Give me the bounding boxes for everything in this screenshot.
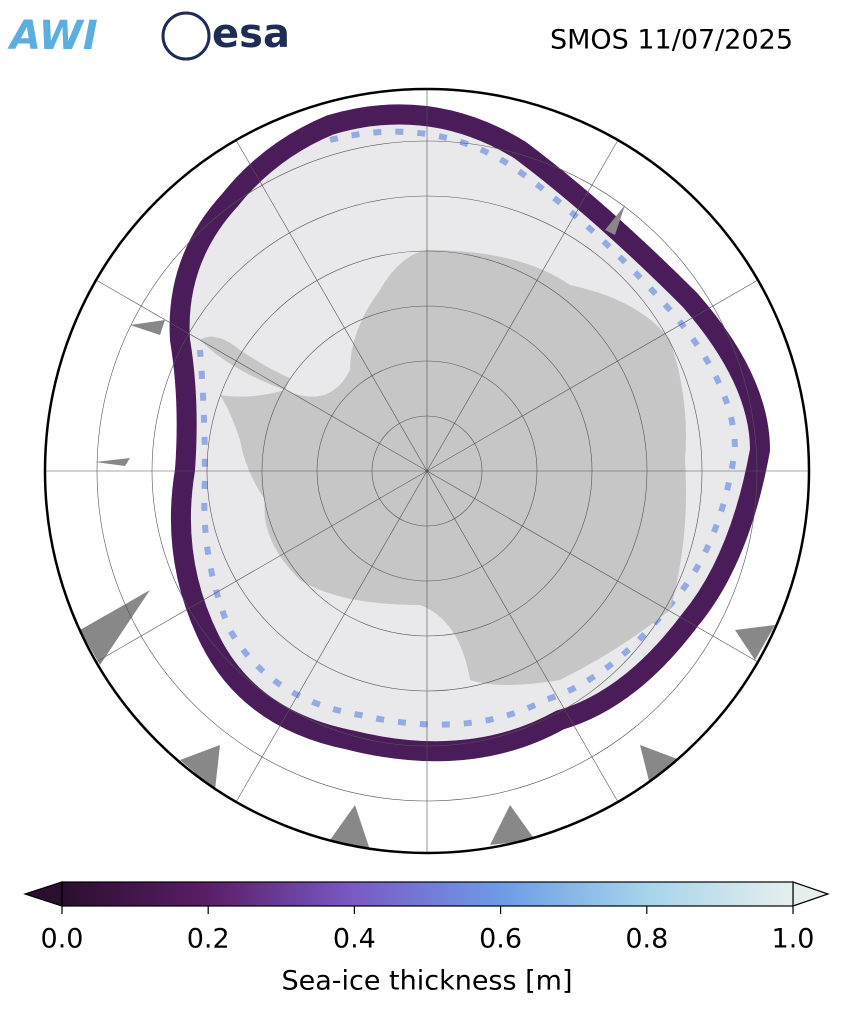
title: SMOS 11/07/2025 xyxy=(550,25,793,56)
map xyxy=(45,89,809,853)
colorbar-tick-label: 0.8 xyxy=(625,924,668,955)
esa-logo: esa xyxy=(212,11,290,57)
colorbar-tick-label: 0.4 xyxy=(333,924,376,955)
peninsula xyxy=(200,336,290,390)
colorbar-label: Sea-ice thickness [m] xyxy=(281,966,572,997)
map-frame xyxy=(43,87,811,855)
graticule xyxy=(45,89,809,853)
sea-ice-edge xyxy=(197,128,739,728)
colorbar-extend-low xyxy=(23,881,63,907)
awi-logo: AWI xyxy=(7,13,98,59)
colorbar: Sea-ice thickness [m] 0.0 0.2 0.4 0.6 0.8 1.0 xyxy=(23,881,830,997)
colorbar-tick-label: 0.2 xyxy=(187,924,230,955)
colorbar-scale xyxy=(61,881,794,907)
esa-logo-mark xyxy=(161,11,211,61)
colorbar-tick-label: 0.0 xyxy=(41,924,84,955)
colorbar-extend-high xyxy=(792,881,830,907)
colorbar-tick-label: 1.0 xyxy=(772,924,815,955)
landmasses xyxy=(80,205,775,850)
colorbar-tick-label: 0.6 xyxy=(479,924,522,955)
antarctica xyxy=(220,250,686,685)
